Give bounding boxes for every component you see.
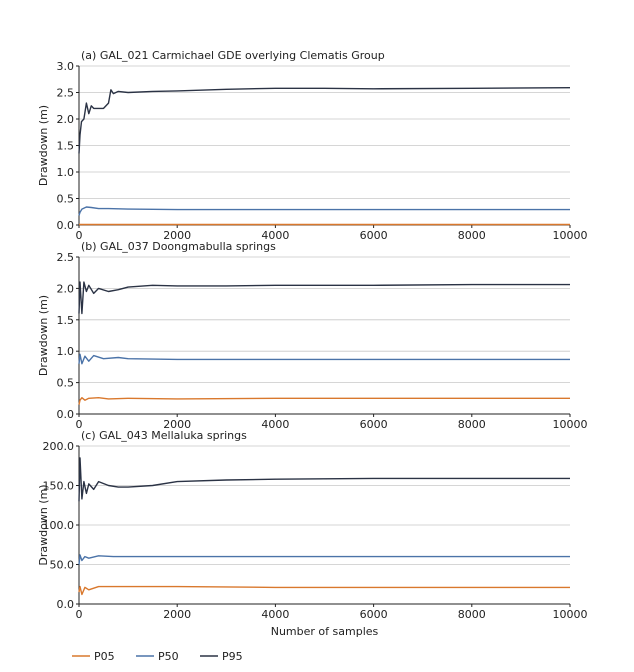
x-tick-label: 10000: [553, 418, 588, 431]
y-tick-label: 100.0: [43, 519, 75, 532]
y-tick-label: 2.0: [57, 113, 75, 126]
x-tick-label: 4000: [261, 418, 289, 431]
panel-title: (b) GAL_037 Doongmabulla springs: [81, 240, 276, 253]
panel-title: (c) GAL_043 Mellaluka springs: [81, 429, 247, 442]
y-tick-label: 150.0: [43, 480, 75, 493]
chart-panel-a: 0.0 0.5 1.0 1.5 2.0 2.5 3.0 0 2000 4000 6000 8000 10…: [37, 49, 588, 242]
series-line-p95: [78, 457, 570, 502]
x-tick-label: 6000: [360, 418, 388, 431]
y-tick-label: 0.5: [57, 377, 75, 390]
x-tick-label: 8000: [458, 229, 486, 242]
chart-legend: P05 P50 P95: [72, 650, 243, 663]
x-tick-label: 4000: [261, 608, 289, 621]
y-tick-label: 1.0: [57, 345, 75, 358]
x-tick-label: 0: [76, 608, 83, 621]
y-tick-label: 0.0: [57, 598, 75, 611]
x-tick-label: 4000: [261, 229, 289, 242]
y-tick-label: 200.0: [43, 440, 75, 453]
x-tick-label: 8000: [458, 418, 486, 431]
x-tick-label: 8000: [458, 608, 486, 621]
y-tick-label: 2.5: [57, 251, 75, 264]
y-axis-label: Drawdown (m): [37, 105, 50, 186]
x-tick-label: 0: [76, 418, 83, 431]
chart-panel-c: 0.0 50.0 100.0 150.0 200.0 0 2000 4000 6000 8000 1…: [37, 429, 588, 638]
legend-label-p95: P95: [222, 650, 243, 663]
series-line-p50: [78, 554, 570, 565]
chart-panels: 0.0 0.5 1.0 1.5 2.0 2.5 3.0 0 2000 4000 6000 8000 10…: [37, 49, 588, 638]
y-axis-label: Drawdown (m): [37, 295, 50, 376]
series-line-p95: [78, 281, 570, 315]
y-tick-label: 3.0: [57, 60, 75, 73]
x-axis-label: Number of samples: [271, 625, 379, 638]
x-tick-label: 0: [76, 229, 83, 242]
y-tick-label: 1.5: [57, 140, 75, 153]
x-tick-label: 6000: [360, 229, 388, 242]
x-tick-label: 2000: [163, 608, 191, 621]
series-line-p05: [78, 397, 570, 405]
y-tick-label: 50.0: [50, 559, 75, 572]
y-tick-label: 1.0: [57, 166, 75, 179]
x-tick-label: 2000: [163, 418, 191, 431]
legend-label-p50: P50: [158, 650, 179, 663]
y-tick-label: 0.0: [57, 408, 75, 421]
series-line-p05: [78, 585, 570, 596]
x-tick-label: 2000: [163, 229, 191, 242]
panel-title: (a) GAL_021 Carmichael GDE overlying Cle…: [81, 49, 385, 62]
y-tick-label: 0.5: [57, 193, 75, 206]
x-tick-label: 10000: [553, 229, 588, 242]
series-line-p50: [78, 353, 570, 365]
x-tick-label: 10000: [553, 608, 588, 621]
legend-label-p05: P05: [94, 650, 115, 663]
x-tick-label: 6000: [360, 608, 388, 621]
y-tick-label: 1.5: [57, 314, 75, 327]
series-line-p50: [78, 206, 570, 216]
chart-panel-b: 0.0 0.5 1.0 1.5 2.0 2.5 0 2000 4000 6000 8000 10000…: [37, 240, 588, 431]
y-tick-label: 2.0: [57, 282, 75, 295]
y-tick-label: 2.5: [57, 87, 75, 100]
y-tick-label: 0.0: [57, 219, 75, 232]
y-axis-label: Drawdown (m): [37, 484, 50, 565]
series-line-p95: [78, 87, 571, 154]
